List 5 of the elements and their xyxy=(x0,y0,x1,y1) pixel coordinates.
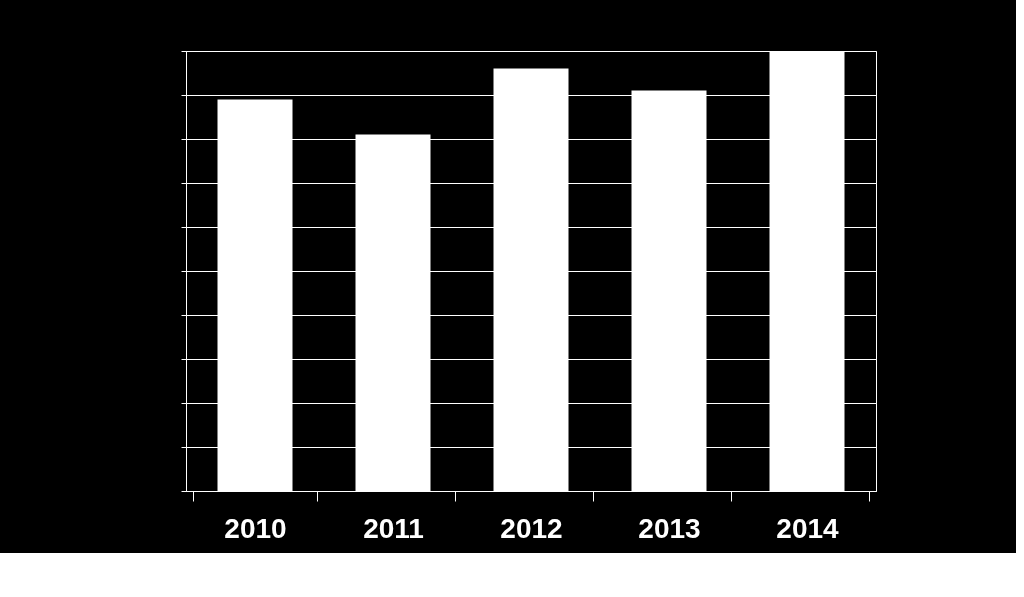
x-tick-label: 2013 xyxy=(638,512,701,544)
x-tick-label: 2010 xyxy=(224,512,287,544)
x-tick-label: 2012 xyxy=(500,512,563,544)
x-tick-label: 2014 xyxy=(776,512,840,544)
x-tick-label: 2011 xyxy=(363,512,424,544)
